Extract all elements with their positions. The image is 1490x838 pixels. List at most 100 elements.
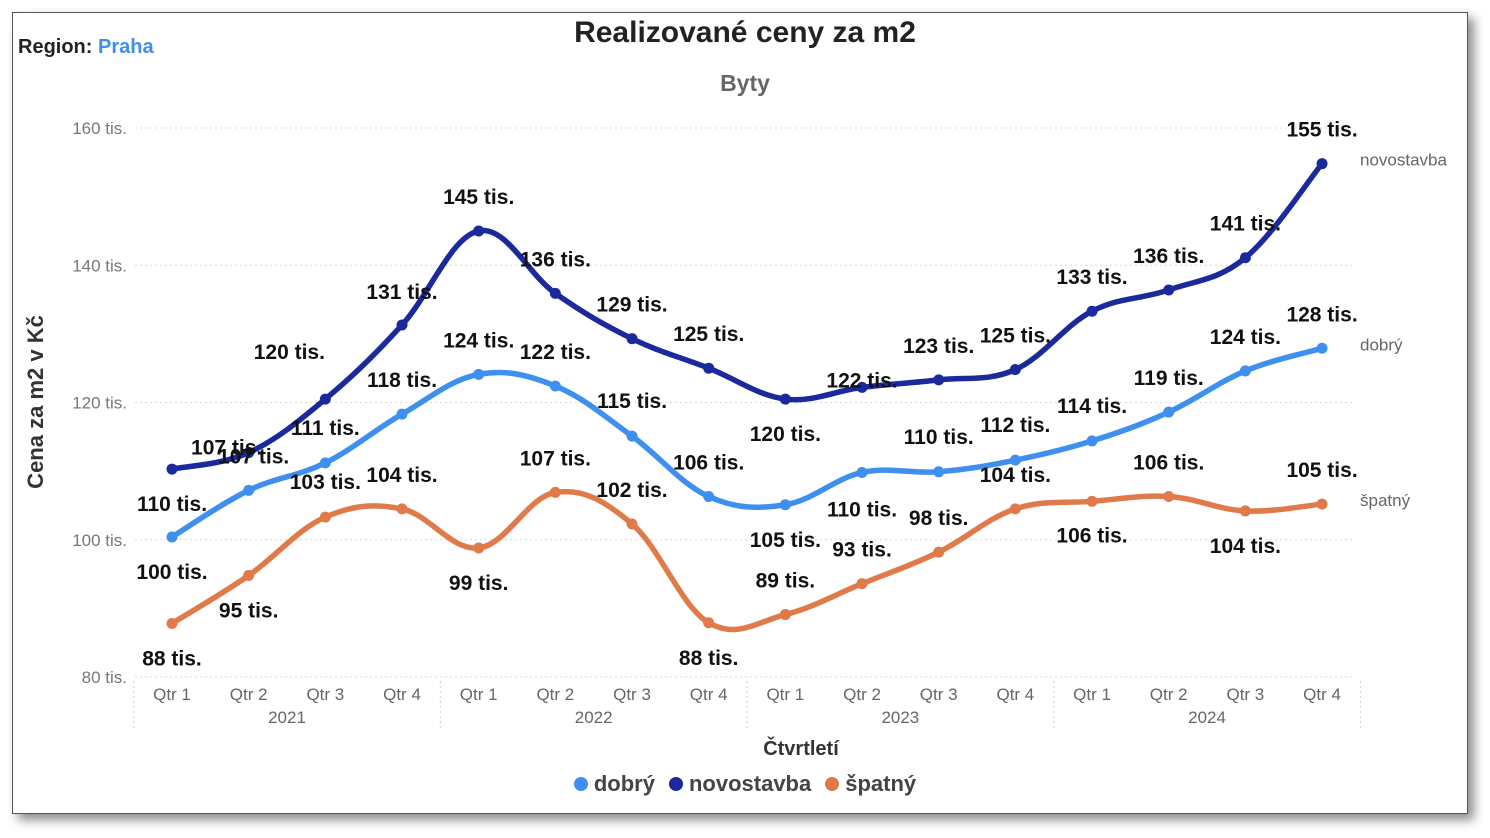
data-point	[626, 518, 638, 530]
data-point	[779, 609, 791, 621]
data-label: 131 tis.	[366, 281, 437, 304]
data-label: 136 tis.	[1133, 245, 1204, 268]
chart-subtitle: Byty	[720, 70, 770, 96]
data-point	[1239, 505, 1251, 517]
data-label: 155 tis.	[1286, 119, 1357, 142]
data-label: 93 tis.	[832, 539, 892, 562]
data-point	[396, 503, 408, 515]
data-point	[166, 463, 178, 475]
data-label: 107 tis.	[520, 447, 591, 470]
data-point	[1163, 406, 1175, 418]
data-label: 102 tis.	[596, 479, 667, 502]
data-label: 145 tis.	[443, 186, 514, 209]
data-point	[1086, 495, 1098, 507]
data-label: 95 tis.	[219, 599, 279, 622]
data-label: 106 tis.	[1056, 524, 1127, 547]
data-point	[473, 368, 485, 380]
data-label: 103 tis.	[290, 471, 361, 494]
series-end-label: špatný	[1360, 491, 1411, 510]
data-label: 105 tis.	[750, 529, 821, 552]
data-label: 112 tis.	[980, 414, 1050, 437]
data-label: 120 tis.	[254, 341, 325, 364]
data-label: 122 tis.	[520, 341, 591, 364]
data-label: 110 tis.	[904, 426, 974, 449]
data-label: 104 tis.	[1210, 535, 1281, 558]
x-tick-label: Qtr 3	[306, 685, 344, 704]
x-tick-label: Qtr 4	[1303, 685, 1341, 704]
region-label: Region:	[18, 36, 93, 58]
data-point	[166, 617, 178, 629]
series-end-label: dobrý	[1360, 335, 1403, 354]
x-year-label: 2024	[1188, 708, 1226, 727]
data-label: 128 tis.	[1286, 303, 1357, 326]
data-point	[1239, 252, 1251, 264]
legend-item[interactable]: novostavba	[668, 771, 811, 797]
data-point	[1086, 305, 1098, 317]
data-label: 107 tis.	[191, 437, 262, 460]
data-point	[1239, 365, 1251, 377]
series-end-label: novostavba	[1360, 151, 1447, 170]
data-point	[703, 491, 715, 503]
region-value[interactable]: Praha	[98, 36, 154, 58]
legend-marker	[825, 777, 840, 791]
data-label: 141 tis.	[1210, 213, 1281, 236]
x-tick-label: Qtr 2	[536, 685, 574, 704]
data-point	[243, 484, 255, 496]
y-tick-label: 120 tis.	[72, 394, 127, 413]
data-point	[396, 319, 408, 331]
data-label: 106 tis.	[673, 452, 744, 475]
data-point	[1009, 454, 1021, 466]
data-label: 124 tis.	[443, 329, 514, 352]
data-point	[319, 457, 331, 469]
data-label: 98 tis.	[909, 507, 969, 530]
data-label: 104 tis.	[980, 464, 1051, 487]
data-label: 110 tis.	[827, 498, 897, 521]
data-point	[703, 617, 715, 629]
y-tick-label: 100 tis.	[72, 531, 127, 550]
y-tick-label: 80 tis.	[82, 668, 127, 687]
data-point	[549, 287, 561, 299]
data-label: 118 tis.	[367, 369, 437, 392]
x-tick-label: Qtr 1	[1073, 685, 1111, 704]
x-year-label: 2023	[881, 708, 919, 727]
x-tick-label: Qtr 1	[153, 685, 191, 704]
data-label: 106 tis.	[1133, 452, 1204, 475]
x-tick-label: Qtr 3	[920, 685, 958, 704]
data-point	[626, 333, 638, 345]
data-label: 122 tis.	[826, 369, 897, 392]
data-point	[1009, 503, 1021, 515]
data-point	[396, 408, 408, 420]
data-point	[856, 578, 868, 590]
x-tick-label: Qtr 2	[230, 685, 268, 704]
data-point	[1316, 498, 1328, 510]
series-line-novostavba	[169, 160, 1325, 472]
data-label: 110 tis.	[137, 493, 207, 516]
data-label: 129 tis.	[596, 294, 667, 317]
data-label: 100 tis.	[136, 561, 207, 584]
data-label: 136 tis.	[520, 248, 591, 271]
data-point	[473, 225, 485, 237]
x-tick-label: Qtr 4	[996, 685, 1034, 704]
x-tick-label: Qtr 4	[383, 685, 421, 704]
data-point	[703, 362, 715, 374]
series-line-dobrý	[169, 345, 1325, 540]
data-label: 88 tis.	[142, 647, 202, 670]
data-point	[626, 430, 638, 442]
region-filter[interactable]: Region: Praha	[18, 36, 154, 59]
legend-item[interactable]: špatný	[825, 771, 916, 797]
series-line-špatný	[169, 488, 1325, 633]
chart-frame	[12, 12, 1468, 814]
legend-item[interactable]: dobrý	[573, 771, 655, 797]
x-year-label: 2022	[575, 708, 613, 727]
x-tick-label: Qtr 2	[843, 685, 881, 704]
data-label: 125 tis.	[673, 323, 744, 346]
x-tick-label: Qtr 3	[1226, 685, 1264, 704]
legend-label: špatný	[845, 771, 917, 796]
x-tick-label: Qtr 2	[1150, 685, 1188, 704]
data-label: 89 tis.	[756, 570, 816, 593]
data-label: 125 tis.	[980, 325, 1051, 348]
data-label: 124 tis.	[1210, 326, 1281, 349]
y-axis-title: Cena za m2 v Kč	[23, 315, 48, 489]
x-axis-title: Čtvrtletí	[763, 736, 840, 760]
